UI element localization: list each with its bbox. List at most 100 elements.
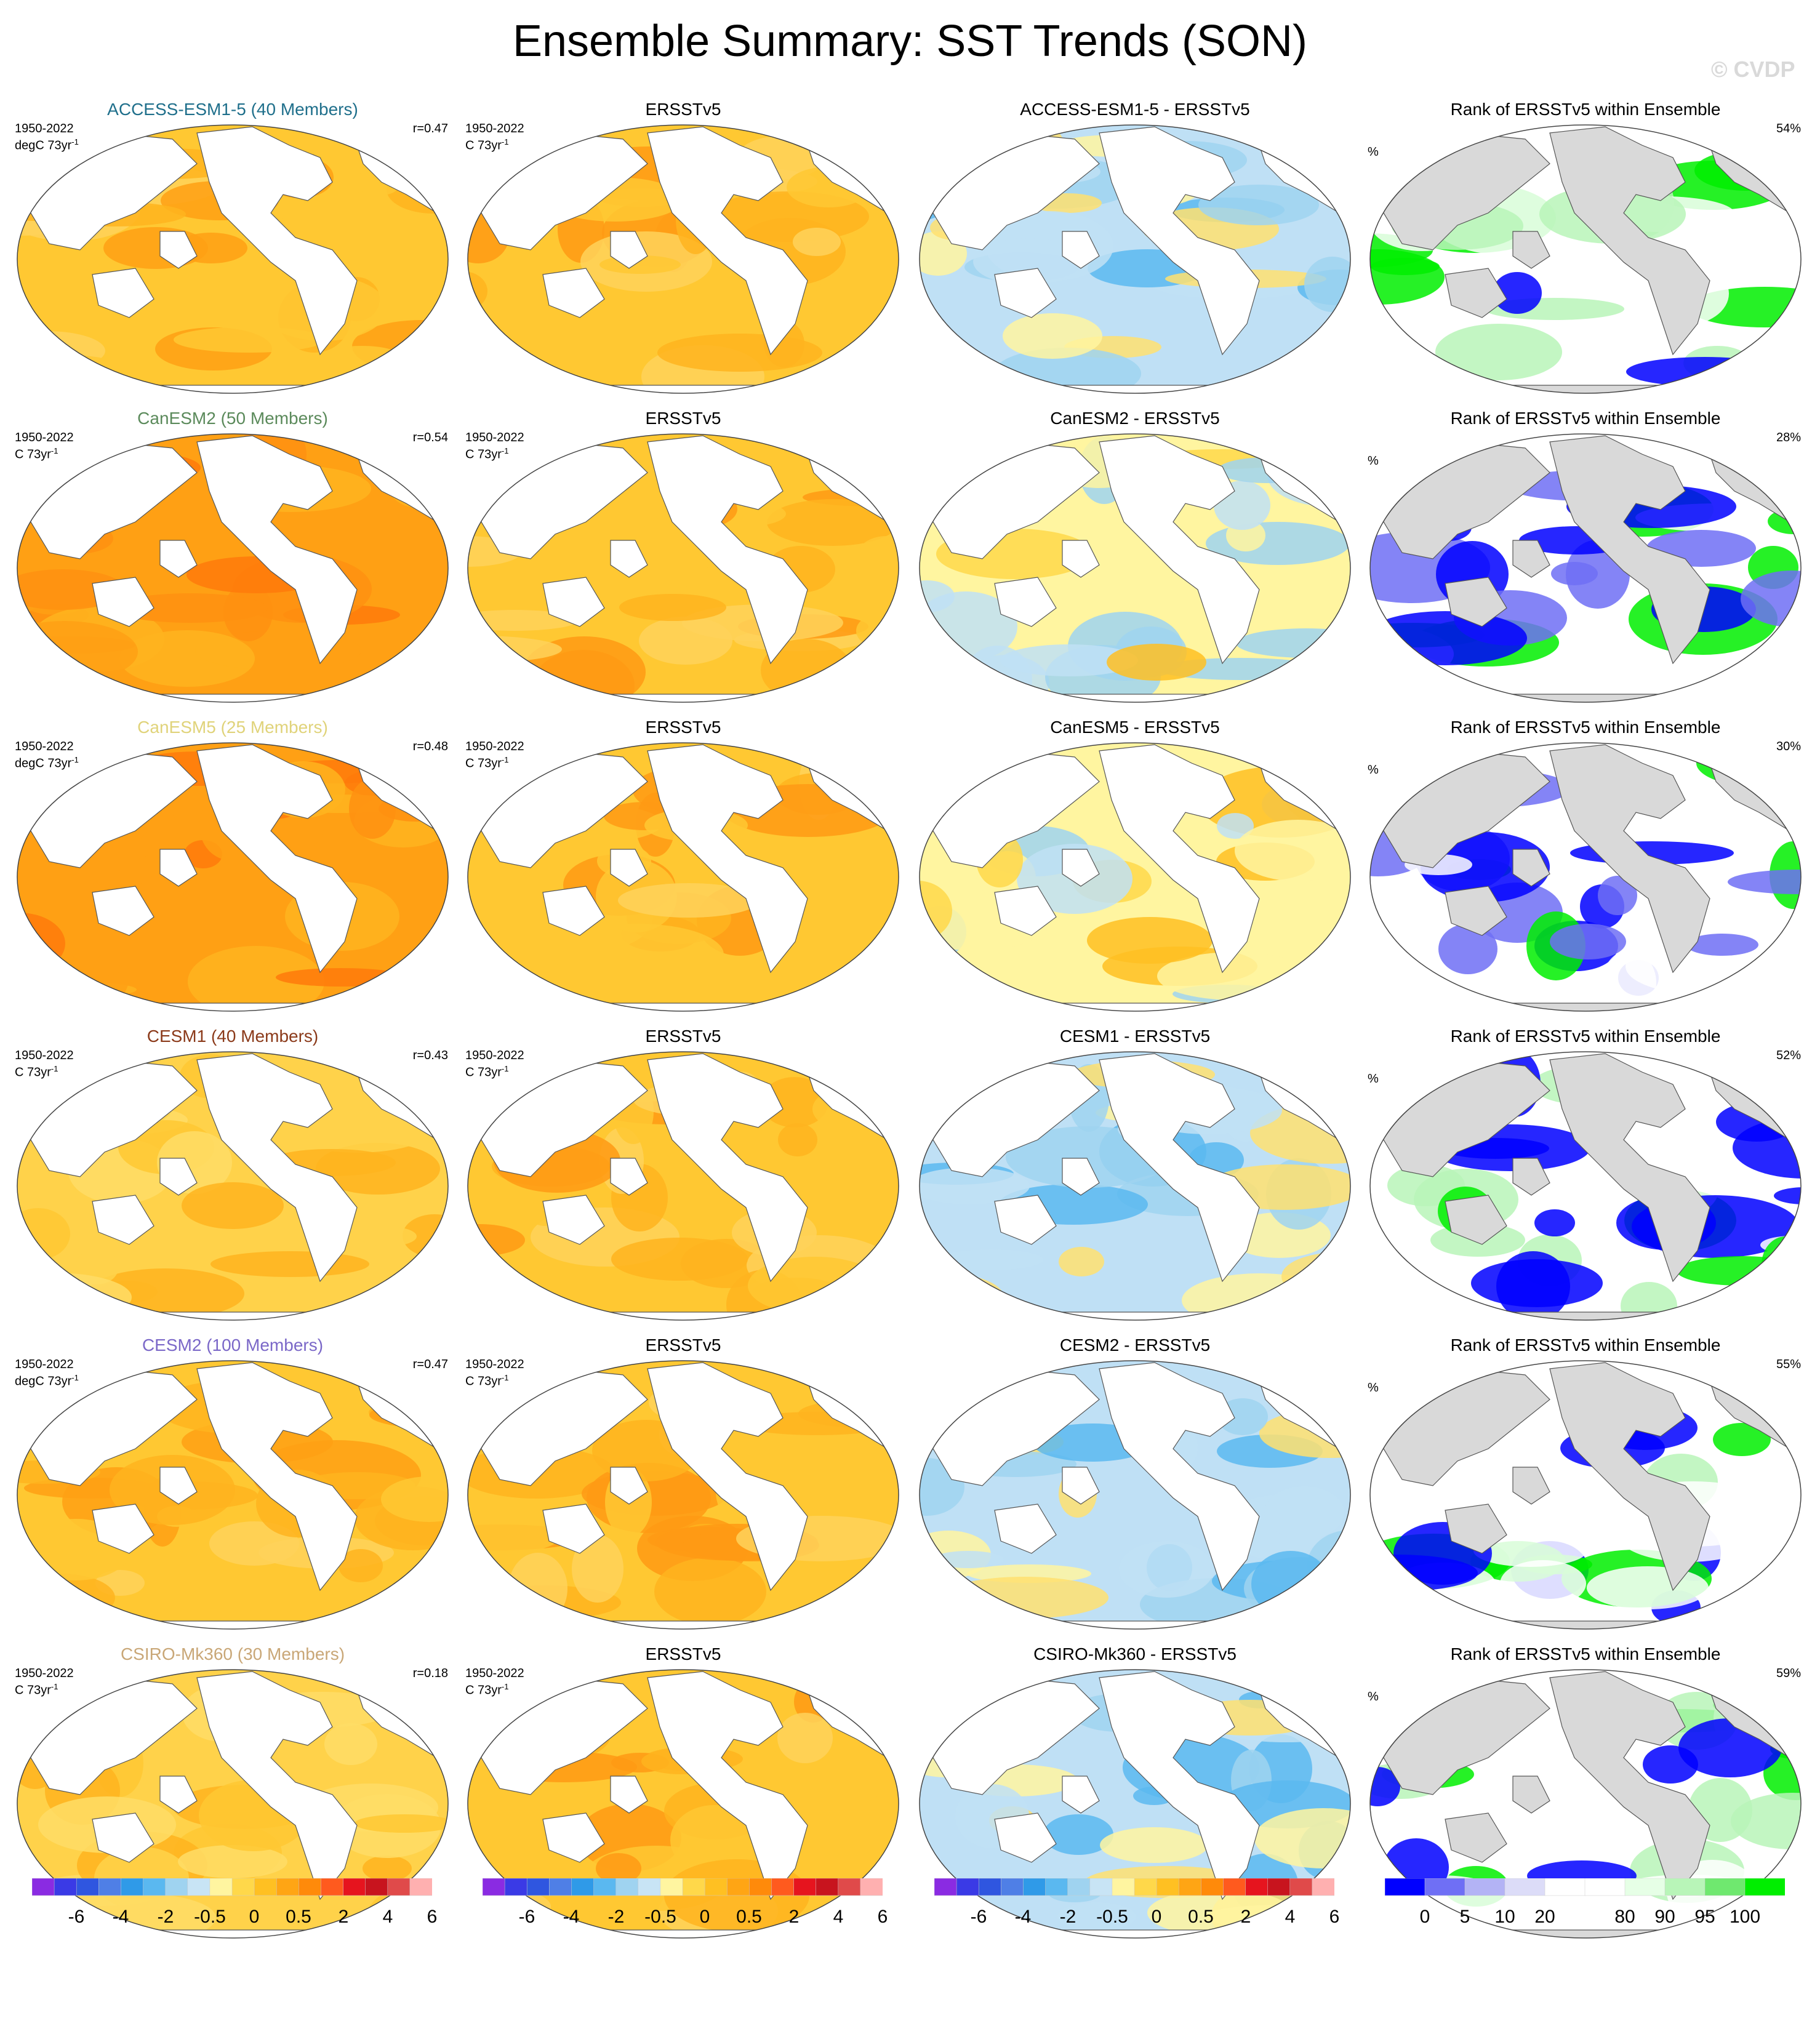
period-label: 1950-2022 <box>15 740 74 753</box>
trend-colorbar-1: -6 -4 -2 -0.5 0 0.5 2 4 6 <box>31 1878 437 1940</box>
colorbar-swatch <box>1156 1878 1179 1896</box>
colorbar-swatch <box>1704 1878 1746 1896</box>
colorbar-tick-label: 6 <box>427 1907 438 1927</box>
colorbar-swatch <box>526 1878 550 1896</box>
land-mass <box>196 744 358 974</box>
land-mass <box>610 1776 648 1814</box>
land-mass <box>1549 1053 1710 1283</box>
ocean-anomaly <box>1100 1827 1208 1863</box>
model-trend-map <box>17 1051 449 1321</box>
trend-units: degC 73yr-1 <box>15 1373 79 1388</box>
percent-symbol: % <box>1368 763 1379 777</box>
land-mass <box>17 694 448 702</box>
land-mass <box>1445 886 1507 936</box>
land-mass <box>1512 1158 1550 1196</box>
obs-trend-panel: ERSSTv5 1950-2022 C 73yr-1 <box>463 1025 904 1327</box>
colorbar-tick-label: 2 <box>338 1907 349 1927</box>
ocean-anomaly <box>1713 1423 1771 1456</box>
rank-panel: Rank of ERSSTv5 within Ensemble 54%% <box>1365 98 1806 400</box>
land-mass <box>1062 231 1100 269</box>
ocean-anomaly <box>856 536 899 579</box>
ocean-anomaly <box>359 1227 417 1246</box>
ocean-anomaly <box>326 346 398 364</box>
land-mass <box>159 540 198 578</box>
ocean-anomaly <box>188 946 324 1011</box>
trend-units: C 73yr-1 <box>465 1682 509 1697</box>
ocean-anomaly <box>468 1502 569 1555</box>
ocean-anomaly <box>1686 934 1758 956</box>
ocean-anomaly <box>1235 820 1350 881</box>
land-mass <box>1445 1503 1507 1554</box>
ocean-anomaly <box>1323 1263 1350 1320</box>
ocean-anomaly <box>1217 813 1254 839</box>
ocean-anomaly <box>210 1251 369 1277</box>
ocean-anomaly <box>1626 357 1784 386</box>
ocean-anomaly <box>1473 1535 1587 1567</box>
ocean-anomaly <box>767 499 899 546</box>
period-label: 1950-2022 <box>465 1049 524 1062</box>
ocean-anomaly <box>355 1814 448 1833</box>
ocean-anomaly <box>1598 876 1637 915</box>
land-mass <box>1370 1311 1801 1320</box>
colorbar-swatch <box>638 1878 661 1896</box>
period-label: 1950-2022 <box>465 1667 524 1680</box>
land-mass <box>610 1158 648 1196</box>
land-mass <box>1445 1812 1507 1863</box>
land-mass <box>196 126 358 356</box>
period-label: 1950-2022 <box>15 1667 74 1680</box>
rank-title: Rank of ERSSTv5 within Ensemble <box>1450 718 1721 737</box>
colorbar-tick-label: 100 <box>1729 1907 1761 1927</box>
model-trend-panel: CESM1 (40 Members) 1950-2022 C 73yr-1 r=0.4… <box>12 1025 453 1327</box>
ocean-anomaly <box>1057 1902 1136 1931</box>
model-trend-map <box>17 742 449 1012</box>
ocean-anomaly <box>611 1238 748 1281</box>
land-mass <box>1370 1003 1801 1011</box>
ocean-anomaly <box>1370 649 1415 672</box>
colorbar-swatch <box>1289 1878 1313 1896</box>
land-mass <box>17 1311 448 1320</box>
obs-title: ERSSTv5 <box>645 1335 721 1355</box>
ocean-anomaly <box>1251 1551 1330 1617</box>
ocean-anomaly <box>777 1713 833 1763</box>
trend-units: C 73yr-1 <box>465 1373 509 1388</box>
colorbar-swatches <box>31 1878 433 1896</box>
colorbar-swatch <box>482 1878 505 1896</box>
ocean-anomaly <box>932 1551 1004 1568</box>
land-mass <box>1099 435 1260 665</box>
colorbar-swatch <box>593 1878 617 1896</box>
correlation-label: r=0.47 <box>412 1358 448 1371</box>
rank-colorbar: 0 5 10 20 80 90 95 100 <box>1384 1878 1786 1940</box>
percent-symbol: % <box>1368 1381 1379 1395</box>
ocean-anomaly <box>468 618 490 661</box>
ocean-anomaly <box>1587 1566 1709 1609</box>
land-mass <box>17 1620 448 1629</box>
ocean-anomaly <box>1087 917 1213 964</box>
land-mass <box>196 1362 358 1592</box>
rank-percent: 28% <box>1776 431 1801 444</box>
ocean-anomaly <box>17 1052 88 1100</box>
trend-colorbar-3: -6 -4 -2 -0.5 0 0.5 2 4 6 <box>934 1878 1339 1940</box>
ocean-anomaly <box>1774 1187 1801 1204</box>
rank-percent: 52% <box>1776 1049 1801 1062</box>
land-mass <box>92 577 154 627</box>
land-mass <box>1512 849 1550 887</box>
ocean-anomaly <box>1198 185 1319 225</box>
land-mass <box>1099 744 1260 974</box>
colorbar-tick-label: -4 <box>563 1907 580 1927</box>
land-mass <box>542 1195 605 1245</box>
land-mass <box>1549 126 1710 356</box>
colorbar-swatch <box>816 1878 839 1896</box>
difference-map <box>919 1360 1351 1630</box>
colorbar-swatch <box>1067 1878 1091 1896</box>
land-mass <box>610 849 648 887</box>
model-title: ACCESS-ESM1-5 (40 Members) <box>107 100 358 119</box>
map-outline <box>919 1669 1351 1939</box>
rank-title: Rank of ERSSTv5 within Ensemble <box>1450 409 1721 428</box>
land-mass <box>647 435 808 665</box>
colorbar-swatch <box>1504 1878 1545 1896</box>
obs-trend-map <box>467 124 899 394</box>
ocean-anomaly <box>940 1577 1108 1619</box>
ocean-anomaly <box>363 1856 412 1881</box>
land-mass <box>994 1503 1057 1554</box>
